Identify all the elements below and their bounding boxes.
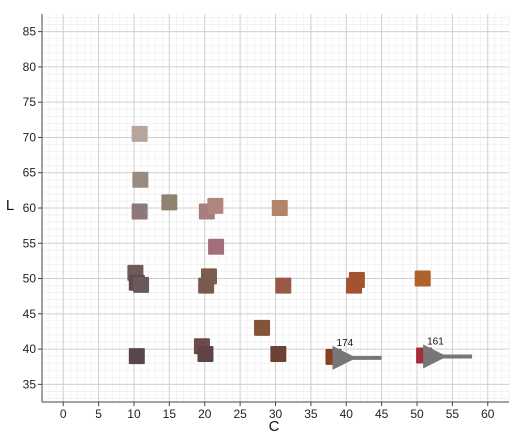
data-point bbox=[325, 348, 342, 365]
data-point bbox=[128, 348, 145, 365]
x-tick-label: 15 bbox=[163, 407, 177, 421]
x-tick-label: 10 bbox=[127, 407, 141, 421]
data-point bbox=[133, 276, 150, 293]
y-tick-label: 60 bbox=[23, 201, 37, 215]
x-tick-label: 60 bbox=[481, 407, 495, 421]
y-tick-label: 85 bbox=[23, 25, 37, 39]
data-point bbox=[207, 197, 224, 214]
y-tick-label: 65 bbox=[23, 166, 37, 180]
y-tick-label: 45 bbox=[23, 307, 37, 321]
data-point bbox=[254, 319, 271, 336]
data-point bbox=[346, 277, 363, 294]
data-points bbox=[127, 125, 433, 365]
data-point bbox=[198, 277, 215, 294]
x-tick-label: 20 bbox=[198, 407, 212, 421]
data-point bbox=[271, 200, 288, 216]
y-tick-label: 80 bbox=[23, 60, 37, 74]
y-tick-label: 40 bbox=[23, 342, 37, 356]
data-point bbox=[208, 238, 225, 255]
x-tick-label: 35 bbox=[304, 407, 318, 421]
data-point bbox=[270, 346, 287, 363]
data-point bbox=[197, 346, 214, 363]
data-point bbox=[161, 194, 178, 211]
y-tick-label: 70 bbox=[23, 130, 37, 144]
annotations: 174 161 bbox=[332, 336, 473, 370]
x-tick-label: 25 bbox=[233, 407, 247, 421]
y-tick-label: 50 bbox=[23, 272, 37, 286]
data-point bbox=[132, 171, 149, 188]
y-tick-label: 75 bbox=[23, 95, 37, 109]
y-tick-label: 35 bbox=[23, 377, 37, 391]
annotation-label: 174 bbox=[337, 338, 354, 349]
data-point bbox=[414, 270, 431, 287]
data-point bbox=[131, 125, 148, 142]
x-tick-label: 40 bbox=[340, 407, 354, 421]
data-point bbox=[416, 347, 433, 364]
x-axis-label: C bbox=[269, 418, 280, 435]
x-tick-label: 50 bbox=[410, 407, 424, 421]
x-tick-label: 0 bbox=[60, 407, 67, 421]
x-tick-label: 30 bbox=[269, 407, 283, 421]
annotation-label: 161 bbox=[427, 336, 444, 347]
y-tick-label: 55 bbox=[23, 236, 37, 250]
data-point bbox=[275, 277, 292, 294]
x-tick-label: 5 bbox=[95, 407, 102, 421]
x-tick-label: 45 bbox=[375, 407, 389, 421]
grid bbox=[41, 14, 510, 402]
data-point bbox=[131, 203, 148, 220]
y-axis-label: L bbox=[6, 197, 14, 214]
x-tick-label: 55 bbox=[446, 407, 460, 421]
axes: 0 5 10 15 20 25 30 35 40 45 50 55 60 35 40 45 50 55 60 65 70… bbox=[23, 14, 509, 421]
